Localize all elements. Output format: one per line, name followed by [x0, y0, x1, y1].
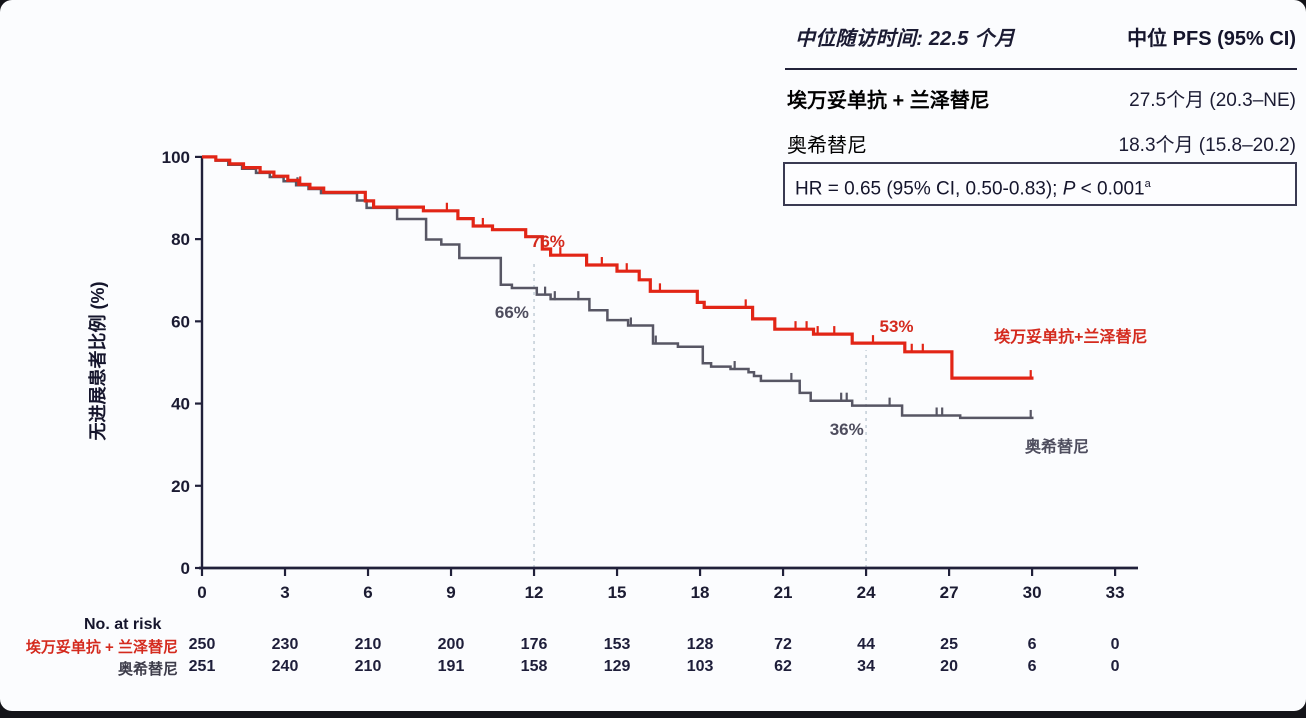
arm-osimertinib-pfs-value: 18.3个月 (15.8–20.2)	[1118, 135, 1296, 156]
curve-name-label: 奥希替尼	[1024, 439, 1090, 457]
y-tick-label: 100	[162, 148, 190, 167]
risk-count: 34	[857, 658, 875, 675]
risk-count: 250	[188, 636, 216, 653]
y-tick-label: 0	[181, 559, 190, 578]
x-tick-label: 3	[280, 583, 289, 602]
risk-table-title: No. at risk	[84, 616, 162, 633]
p-symbol: P	[1062, 178, 1076, 200]
risk-count: 72	[774, 636, 792, 653]
km-curve-osimertinib	[202, 155, 1034, 420]
x-tick-label: 33	[1106, 583, 1125, 602]
risk-count: 0	[1110, 636, 1120, 653]
x-tick-label: 6	[363, 583, 372, 602]
landmark-percent-label: 36%	[829, 419, 864, 439]
risk-count: 6	[1027, 658, 1037, 675]
risk-count: 230	[271, 636, 299, 653]
y-tick-label: 40	[171, 395, 190, 414]
x-tick-label: 24	[857, 583, 876, 602]
risk-count: 6	[1027, 636, 1037, 653]
risk-count: 0	[1110, 658, 1120, 675]
x-tick-label: 12	[525, 583, 544, 602]
y-tick-label: 20	[171, 477, 190, 496]
risk-count: 153	[603, 636, 631, 653]
risk-count: 44	[857, 636, 875, 653]
landmark-percent-label: 76%	[530, 232, 565, 252]
arm-amivantamab-lazertinib-pfs-value: 27.5个月 (20.3–NE)	[1129, 90, 1296, 111]
landmark-percent-label: 66%	[494, 303, 529, 323]
footnote-marker: a	[1144, 178, 1151, 190]
risk-count: 128	[686, 636, 714, 653]
hr-text: HR = 0.65 (95% CI, 0.50-0.83);	[795, 178, 1063, 200]
median-pfs-column-header: 中位 PFS (95% CI)	[1127, 28, 1296, 50]
risk-count: 25	[940, 636, 958, 653]
risk-count: 129	[603, 658, 631, 675]
y-tick-label: 80	[171, 230, 190, 249]
risk-count: 210	[354, 636, 382, 653]
median-followup-text: 中位随访时间: 22.5 个月	[795, 28, 1015, 50]
risk-count: 176	[520, 636, 548, 653]
risk-count: 240	[271, 658, 299, 675]
x-tick-label: 18	[691, 583, 710, 602]
arm-osimertinib-name: 奥希替尼	[787, 135, 867, 157]
risk-count: 210	[354, 658, 382, 675]
x-tick-label: 30	[1023, 583, 1042, 602]
hazard-ratio-box: HR = 0.65 (95% CI, 0.50-0.83); P < 0.001…	[783, 162, 1297, 206]
risk-count: 191	[437, 658, 465, 675]
risk-count: 62	[774, 658, 792, 675]
risk-row-label: 埃万妥单抗 + 兰泽替尼	[25, 639, 178, 656]
x-tick-label: 0	[197, 583, 206, 602]
km-curve-amivantamab-lazertinib	[202, 155, 1034, 380]
risk-count: 251	[188, 658, 216, 675]
risk-count: 158	[520, 658, 548, 675]
x-tick-label: 21	[774, 583, 793, 602]
header-divider	[785, 68, 1297, 70]
x-tick-label: 27	[940, 583, 959, 602]
risk-count: 200	[437, 636, 465, 653]
arm-amivantamab-lazertinib-name: 埃万妥单抗 + 兰泽替尼	[787, 90, 990, 112]
risk-count: 20	[940, 658, 958, 675]
risk-count: 103	[686, 658, 714, 675]
y-tick-label: 60	[171, 312, 190, 331]
curve-name-label: 埃万妥单抗+兰泽替尼	[994, 328, 1148, 346]
x-tick-label: 9	[446, 583, 455, 602]
x-tick-label: 15	[608, 583, 627, 602]
risk-row-label: 奥希替尼	[117, 661, 178, 678]
p-value: < 0.001	[1075, 178, 1145, 200]
landmark-percent-label: 53%	[879, 317, 914, 337]
